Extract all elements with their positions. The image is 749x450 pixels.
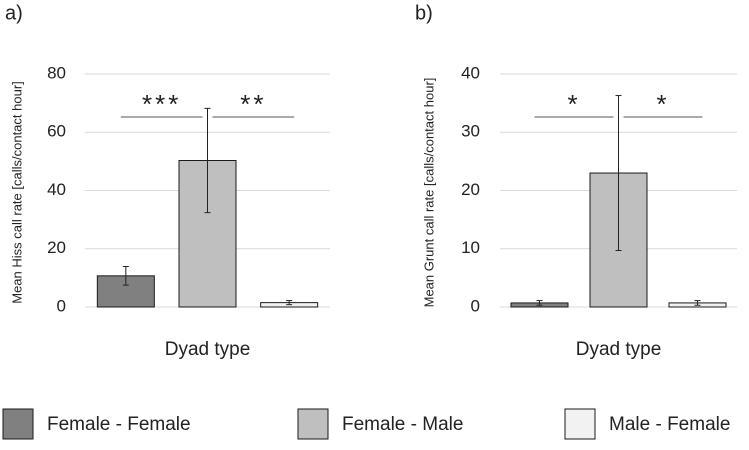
x-axis-title: Dyad type [576,339,662,360]
legend-label: Female - Male [342,414,463,435]
y-axis-title: Mean Grunt call rate [calls/contact hour… [421,78,436,308]
significance-label: * [656,89,669,119]
y-tick-label: 20 [47,238,66,257]
legend-label: Female - Female [47,414,191,435]
y-tick-label: 60 [47,122,66,141]
legend-label: Male - Female [609,414,730,435]
significance-label: * [567,89,580,119]
x-axis-title: Dyad type [165,339,251,360]
y-tick-label: 40 [47,180,66,199]
significance-label: *** [142,89,181,119]
legend-swatch [2,408,34,440]
y-tick-label: 0 [471,296,480,315]
y-tick-label: 30 [461,122,480,141]
legend-swatch [297,408,329,440]
y-tick-label: 40 [461,63,480,82]
y-axis-title: Mean Hiss call rate [calls/contact hour] [9,81,24,304]
panel-label: a) [5,2,23,24]
legend-swatch [564,408,596,440]
y-tick-label: 0 [57,296,66,315]
y-tick-label: 10 [461,238,480,257]
panel-label: b) [415,2,433,24]
y-tick-label: 20 [461,180,480,199]
y-tick-label: 80 [47,63,66,82]
significance-label: ** [240,89,266,119]
